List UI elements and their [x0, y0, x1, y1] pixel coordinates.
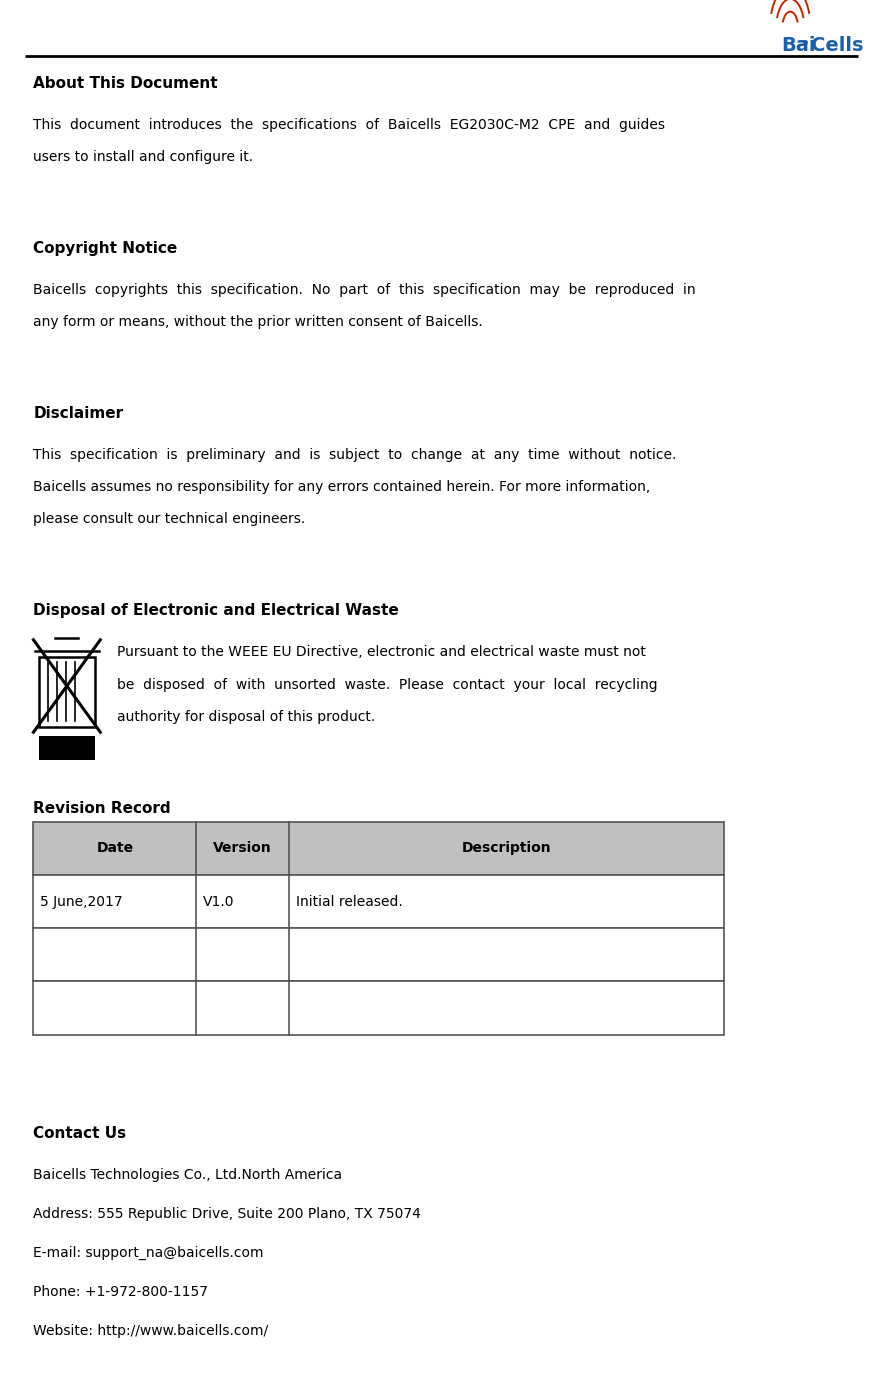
Text: E-mail: support_na@baicells.com: E-mail: support_na@baicells.com [33, 1246, 264, 1260]
Bar [33, 981, 724, 1035]
Text: Baicells  copyrights  this  specification.  No  part  of  this  specification  m: Baicells copyrights this specification. … [33, 283, 696, 297]
Text: Version: Version [213, 841, 272, 855]
Bar [33, 928, 724, 981]
Text: Bai: Bai [781, 36, 816, 56]
Text: Description: Description [462, 841, 551, 855]
Text: This  document  introduces  the  specifications  of  Baicells  EG2030C-M2  CPE  : This document introduces the specificati… [33, 118, 665, 132]
Text: V1.0: V1.0 [203, 895, 235, 909]
Bar [39, 657, 95, 727]
Text: This  specification  is  preliminary  and  is  subject  to  change  at  any  tim: This specification is preliminary and is… [33, 448, 677, 462]
Text: Address: 555 Republic Drive, Suite 200 Plano, TX 75074: Address: 555 Republic Drive, Suite 200 P… [33, 1207, 422, 1221]
Text: Baicells assumes no responsibility for any errors contained herein. For more inf: Baicells assumes no responsibility for a… [33, 480, 650, 494]
Text: authority for disposal of this product.: authority for disposal of this product. [117, 710, 375, 724]
Bar [33, 875, 724, 928]
Text: Disposal of Electronic and Electrical Waste: Disposal of Electronic and Electrical Wa… [33, 603, 400, 619]
Text: users to install and configure it.: users to install and configure it. [33, 150, 253, 164]
Text: Website: http://www.baicells.com/: Website: http://www.baicells.com/ [33, 1324, 268, 1338]
Text: Pursuant to the WEEE EU Directive, electronic and electrical waste must not: Pursuant to the WEEE EU Directive, elect… [117, 645, 646, 659]
Text: 5 June,2017: 5 June,2017 [40, 895, 123, 909]
Bar [39, 736, 95, 760]
Text: Date: Date [96, 841, 134, 855]
Text: be  disposed  of  with  unsorted  waste.  Please  contact  your  local  recyclin: be disposed of with unsorted waste. Plea… [117, 678, 657, 692]
Text: please consult our technical engineers.: please consult our technical engineers. [33, 512, 305, 526]
Text: Initial released.: Initial released. [296, 895, 402, 909]
Text: Baicells Technologies Co., Ltd.North America: Baicells Technologies Co., Ltd.North Ame… [33, 1168, 342, 1182]
Text: Cells: Cells [811, 36, 864, 56]
Text: About This Document: About This Document [33, 76, 218, 91]
Text: Copyright Notice: Copyright Notice [33, 241, 178, 256]
Text: any form or means, without the prior written consent of Baicells.: any form or means, without the prior wri… [33, 315, 483, 329]
Text: Disclaimer: Disclaimer [33, 406, 123, 421]
Text: Phone: +1-972-800-1157: Phone: +1-972-800-1157 [33, 1285, 209, 1299]
Text: Contact Us: Contact Us [33, 1126, 127, 1141]
Text: Revision Record: Revision Record [33, 801, 171, 816]
Bar [33, 822, 724, 875]
